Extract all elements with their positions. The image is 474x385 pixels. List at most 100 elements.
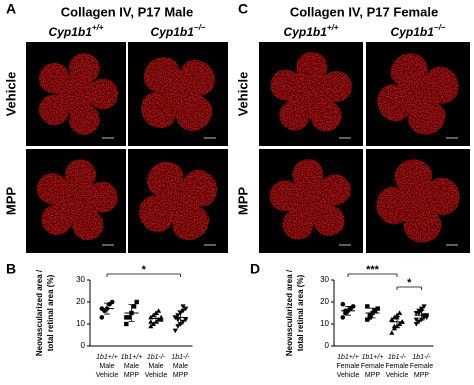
x-tick-label: 1b1+/+	[337, 354, 359, 361]
data-point	[413, 322, 419, 327]
x-tick-label: Vehicle	[386, 372, 409, 379]
data-point	[134, 299, 139, 305]
x-tick-label: Male	[99, 363, 114, 370]
data-point	[180, 319, 186, 325]
y-axis-label: total retinal area (%)	[296, 274, 305, 351]
x-tick-label: MPP	[365, 372, 381, 379]
column-header: Cyp1b1+/+	[49, 23, 104, 39]
y-tick-label: 10	[76, 319, 85, 328]
data-point	[340, 315, 346, 320]
retina-flatmount	[139, 162, 217, 240]
data-point	[397, 321, 403, 326]
data-point	[367, 315, 373, 320]
retina-flatmount	[377, 53, 459, 135]
data-point	[389, 317, 395, 322]
gene-name: Cyp1b1	[284, 25, 328, 39]
data-point	[99, 315, 105, 320]
data-point	[367, 313, 373, 318]
gene-name: Cyp1b1	[151, 25, 195, 39]
data-point	[109, 299, 115, 305]
significance-label: *	[142, 264, 147, 276]
data-point	[424, 315, 430, 320]
row-label: Vehicle	[3, 72, 18, 117]
data-point	[397, 310, 403, 315]
y-tick-label: 0	[81, 341, 86, 350]
data-point	[180, 304, 186, 309]
panel-letter: A	[6, 1, 16, 17]
x-tick-label: MPP	[124, 372, 140, 379]
gene-name: Cyp1b1	[391, 25, 435, 39]
data-point	[365, 304, 370, 309]
row-label: MPP	[235, 187, 250, 216]
data-point	[421, 304, 427, 309]
x-tick-label: Male	[148, 363, 163, 370]
data-point	[150, 312, 156, 318]
panel-letter: D	[250, 261, 260, 277]
column-header: Cyp1b1−/−	[151, 23, 206, 39]
data-point	[340, 301, 346, 307]
x-tick-label: Vehicle	[337, 372, 360, 379]
panel-title: Collagen IV, P17 Female	[290, 4, 438, 19]
data-point	[124, 321, 129, 327]
x-tick-label: 1b1-/-	[388, 354, 407, 361]
x-tick-label: Female	[410, 363, 433, 370]
y-tick-label: 30	[320, 275, 329, 284]
x-tick-label: 1b1-/-	[171, 354, 190, 361]
retina-flatmount	[39, 53, 118, 135]
y-tick-label: 0	[325, 341, 330, 350]
data-point	[172, 328, 178, 334]
retina-flatmount	[141, 57, 215, 131]
gene-name: Cyp1b1	[49, 25, 93, 39]
data-point	[131, 304, 137, 309]
y-tick-label: 10	[320, 319, 329, 328]
column-header: Cyp1b1−/−	[391, 23, 446, 39]
genotype: +/+	[92, 23, 104, 32]
data-point	[183, 306, 189, 312]
panel-letter: C	[238, 1, 248, 17]
x-tick-label: 1b1+/+	[362, 354, 384, 361]
panel-letter: B	[6, 261, 16, 277]
y-axis-label: total retinal area (%)	[46, 274, 55, 351]
panel-title: Collagen IV, P17 Male	[61, 4, 193, 19]
row-label: MPP	[3, 187, 18, 216]
data-point	[413, 317, 419, 323]
data-point	[148, 323, 154, 329]
x-tick-label: Female	[336, 363, 359, 370]
x-tick-label: 1b1+/+	[96, 354, 118, 361]
data-point	[416, 311, 422, 316]
data-point	[150, 321, 156, 326]
data-point	[372, 308, 378, 313]
x-tick-label: Vehicle	[96, 372, 119, 379]
x-tick-label: Female	[385, 363, 408, 370]
y-axis-label: Neovascularized area /	[285, 269, 294, 356]
data-point	[148, 319, 154, 324]
x-tick-label: Male	[124, 363, 139, 370]
x-tick-label: 1b1-/-	[147, 354, 166, 361]
genotype: −/−	[434, 23, 446, 32]
y-tick-label: 30	[76, 275, 85, 284]
x-tick-label: MPP	[414, 372, 430, 379]
retina-flatmount	[37, 159, 118, 241]
data-point	[175, 313, 181, 318]
data-point	[175, 317, 181, 323]
y-axis-label: Neovascularized area /	[35, 269, 44, 356]
data-point	[389, 330, 395, 335]
significance-label: ***	[366, 264, 380, 276]
data-point	[126, 315, 132, 320]
retina-flatmount	[269, 159, 351, 240]
x-tick-label: Female	[361, 363, 384, 370]
data-point	[175, 324, 181, 329]
data-point	[124, 315, 129, 320]
retina-flatmount	[376, 159, 460, 243]
genotype: −/−	[194, 23, 206, 32]
retina-flatmount	[270, 52, 352, 132]
row-label: Vehicle	[235, 72, 250, 117]
data-point	[350, 304, 356, 309]
y-tick-label: 20	[320, 297, 329, 306]
significance-label: *	[407, 277, 412, 289]
x-tick-label: Male	[173, 363, 188, 370]
data-point	[416, 319, 422, 325]
x-tick-label: 1b1+/+	[121, 354, 143, 361]
x-tick-label: Vehicle	[145, 372, 168, 379]
